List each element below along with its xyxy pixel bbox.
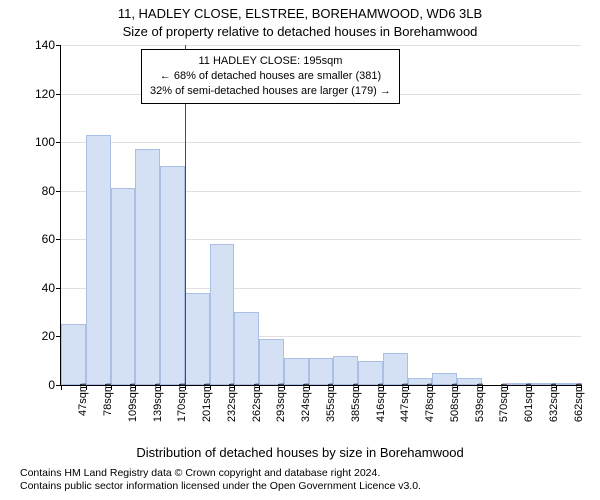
- chart-title: 11, HADLEY CLOSE, ELSTREE, BOREHAMWOOD, …: [0, 6, 600, 21]
- histogram-bar: [160, 166, 185, 385]
- x-tick-mark: [160, 385, 161, 390]
- y-tick-mark: [56, 191, 61, 192]
- x-tick-mark: [383, 385, 384, 390]
- x-tick-label: 78sqm: [102, 383, 114, 416]
- histogram-bar: [135, 149, 160, 385]
- x-tick-label: 293sqm: [275, 383, 287, 422]
- y-tick-label: 60: [23, 232, 55, 246]
- y-tick-label: 20: [23, 329, 55, 343]
- histogram-bar: [333, 356, 358, 385]
- histogram-bar: [309, 358, 334, 385]
- x-tick-mark: [358, 385, 359, 390]
- grid-line: [61, 45, 581, 46]
- attribution-line2: Contains public sector information licen…: [20, 480, 421, 494]
- x-tick-mark: [581, 385, 582, 390]
- x-tick-mark: [309, 385, 310, 390]
- x-tick-label: 109sqm: [127, 383, 139, 422]
- marker-info-box: 11 HADLEY CLOSE: 195sqm ← 68% of detache…: [141, 49, 400, 104]
- y-tick-label: 0: [23, 378, 55, 392]
- x-tick-label: 201sqm: [201, 383, 213, 422]
- chart-subtitle: Size of property relative to detached ho…: [0, 24, 600, 39]
- x-tick-mark: [507, 385, 508, 390]
- x-tick-label: 539sqm: [474, 383, 486, 422]
- y-tick-mark: [56, 288, 61, 289]
- histogram-bar: [111, 188, 136, 385]
- histogram-bar: [358, 361, 383, 385]
- y-tick-mark: [56, 239, 61, 240]
- y-tick-label: 140: [23, 38, 55, 52]
- chart-container: 11, HADLEY CLOSE, ELSTREE, BOREHAMWOOD, …: [0, 0, 600, 500]
- histogram-bar: [185, 293, 210, 385]
- y-tick-label: 120: [23, 87, 55, 101]
- x-tick-label: 139sqm: [152, 383, 164, 422]
- x-tick-mark: [333, 385, 334, 390]
- x-tick-label: 508sqm: [449, 383, 461, 422]
- info-box-line1: 11 HADLEY CLOSE: 195sqm: [150, 54, 391, 69]
- x-tick-label: 478sqm: [424, 383, 436, 422]
- y-tick-label: 100: [23, 135, 55, 149]
- histogram-bar: [259, 339, 284, 385]
- histogram-bar: [284, 358, 309, 385]
- x-tick-label: 324sqm: [300, 383, 312, 422]
- y-tick-label: 40: [23, 281, 55, 295]
- y-tick-mark: [56, 94, 61, 95]
- histogram-bar: [86, 135, 111, 385]
- info-box-line2: ← 68% of detached houses are smaller (38…: [150, 69, 391, 84]
- x-tick-mark: [531, 385, 532, 390]
- grid-line: [61, 142, 581, 143]
- x-tick-mark: [185, 385, 186, 390]
- x-tick-label: 662sqm: [573, 383, 585, 422]
- x-tick-mark: [457, 385, 458, 390]
- plot-area: 02040608010012014047sqm78sqm109sqm139sqm…: [60, 45, 581, 386]
- x-tick-mark: [556, 385, 557, 390]
- attribution-line1: Contains HM Land Registry data © Crown c…: [20, 467, 421, 481]
- y-tick-mark: [56, 142, 61, 143]
- info-box-line3: 32% of semi-detached houses are larger (…: [150, 84, 391, 99]
- x-tick-label: 601sqm: [523, 383, 535, 422]
- histogram-bar: [383, 353, 408, 385]
- x-tick-label: 262sqm: [251, 383, 263, 422]
- x-tick-mark: [432, 385, 433, 390]
- x-tick-label: 232sqm: [226, 383, 238, 422]
- x-tick-label: 355sqm: [325, 383, 337, 422]
- x-tick-label: 47sqm: [77, 383, 89, 416]
- histogram-bar: [210, 244, 235, 385]
- x-tick-mark: [210, 385, 211, 390]
- histogram-bar: [234, 312, 259, 385]
- x-tick-label: 385sqm: [350, 383, 362, 422]
- x-tick-label: 170sqm: [176, 383, 188, 422]
- x-axis-label: Distribution of detached houses by size …: [0, 445, 600, 460]
- x-tick-label: 632sqm: [548, 383, 560, 422]
- x-tick-mark: [135, 385, 136, 390]
- histogram-bar: [61, 324, 86, 385]
- x-tick-label: 570sqm: [498, 383, 510, 422]
- attribution-text: Contains HM Land Registry data © Crown c…: [20, 467, 421, 494]
- x-tick-mark: [284, 385, 285, 390]
- x-tick-label: 447sqm: [399, 383, 411, 422]
- x-tick-mark: [482, 385, 483, 390]
- x-tick-mark: [86, 385, 87, 390]
- x-tick-mark: [61, 385, 62, 390]
- x-tick-label: 416sqm: [375, 383, 387, 422]
- x-tick-mark: [111, 385, 112, 390]
- x-tick-mark: [408, 385, 409, 390]
- y-tick-mark: [56, 45, 61, 46]
- x-tick-mark: [259, 385, 260, 390]
- x-tick-mark: [234, 385, 235, 390]
- y-tick-label: 80: [23, 184, 55, 198]
